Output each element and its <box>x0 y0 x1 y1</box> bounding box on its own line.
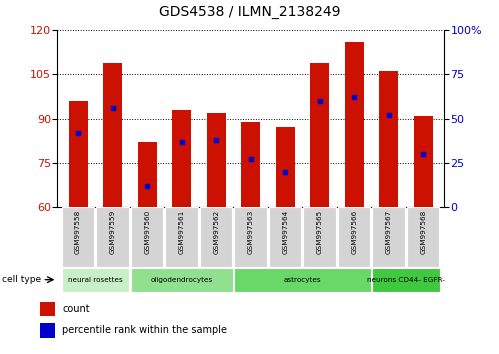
Bar <box>372 207 405 267</box>
Bar <box>234 268 371 292</box>
Bar <box>103 63 122 207</box>
Bar <box>407 207 439 267</box>
Point <box>419 151 427 157</box>
Point <box>74 130 82 136</box>
Bar <box>61 268 129 292</box>
Text: GSM997561: GSM997561 <box>179 210 185 254</box>
Text: GSM997568: GSM997568 <box>420 210 426 254</box>
Bar <box>165 207 198 267</box>
Bar <box>40 302 55 316</box>
Bar <box>338 207 370 267</box>
Text: percentile rank within the sample: percentile rank within the sample <box>62 325 228 336</box>
Text: count: count <box>62 304 90 314</box>
Text: GSM997562: GSM997562 <box>213 210 219 254</box>
Bar <box>68 101 88 207</box>
Bar <box>379 72 398 207</box>
Bar <box>40 323 55 338</box>
Text: oligodendrocytes: oligodendrocytes <box>151 277 213 282</box>
Bar <box>61 207 94 267</box>
Text: GSM997566: GSM997566 <box>351 210 357 254</box>
Bar <box>241 121 260 207</box>
Bar <box>268 207 301 267</box>
Text: neural rosettes: neural rosettes <box>68 277 123 282</box>
Point <box>385 112 393 118</box>
Text: GDS4538 / ILMN_2138249: GDS4538 / ILMN_2138249 <box>159 5 340 19</box>
Point <box>247 156 255 162</box>
Bar <box>207 113 226 207</box>
Point <box>178 139 186 144</box>
Text: neurons CD44- EGFR-: neurons CD44- EGFR- <box>367 277 445 282</box>
Text: GSM997559: GSM997559 <box>110 210 116 254</box>
Bar <box>234 207 266 267</box>
Bar <box>310 63 329 207</box>
Bar <box>303 207 336 267</box>
Bar <box>131 207 163 267</box>
Bar <box>131 268 233 292</box>
Bar <box>96 207 129 267</box>
Text: GSM997565: GSM997565 <box>317 210 323 254</box>
Text: GSM997560: GSM997560 <box>144 210 150 254</box>
Bar <box>345 42 364 207</box>
Bar <box>138 142 157 207</box>
Text: GSM997564: GSM997564 <box>282 210 288 254</box>
Text: GSM997558: GSM997558 <box>75 210 81 254</box>
Bar <box>200 207 232 267</box>
Bar <box>172 110 191 207</box>
Text: cell type: cell type <box>2 275 41 284</box>
Point <box>212 137 220 143</box>
Text: GSM997567: GSM997567 <box>386 210 392 254</box>
Point <box>350 95 358 100</box>
Bar <box>372 268 440 292</box>
Text: astrocytes: astrocytes <box>284 277 321 282</box>
Bar <box>276 127 295 207</box>
Text: GSM997563: GSM997563 <box>248 210 254 254</box>
Point <box>316 98 324 104</box>
Bar <box>414 116 433 207</box>
Point <box>109 105 117 111</box>
Point <box>143 183 151 189</box>
Point <box>281 169 289 175</box>
